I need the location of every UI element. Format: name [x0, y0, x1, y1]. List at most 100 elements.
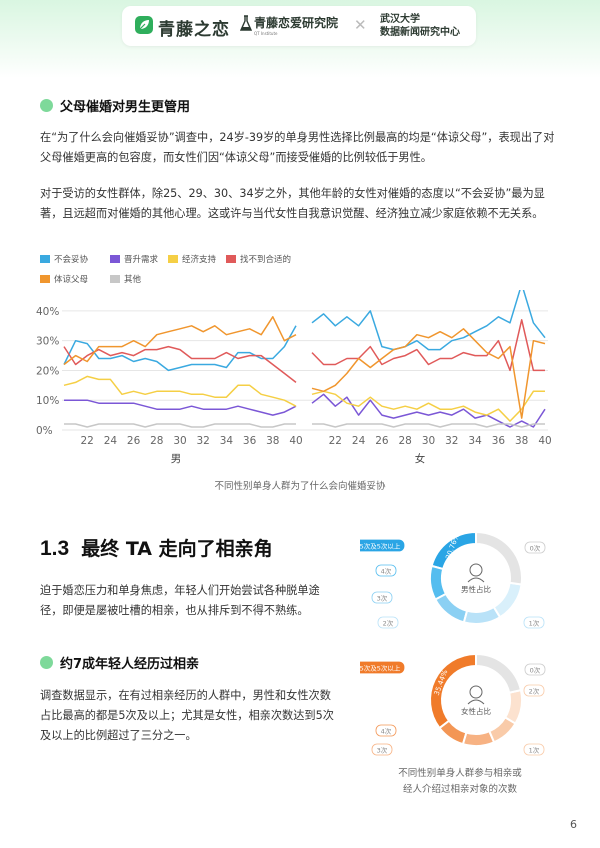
- x-tick-label: 36: [243, 435, 257, 447]
- x-tick-label: 30: [422, 435, 435, 447]
- y-tick-label: 30%: [36, 336, 59, 348]
- donut-slice-label: 1次: [529, 745, 540, 754]
- bullet-dot: [40, 99, 53, 112]
- panel-label: 男: [171, 453, 182, 465]
- donut-caption-line-1: 不同性别单身人群参与相亲或: [398, 768, 522, 779]
- paragraph-1: 在“为了什么会向催婚妥协”调查中，24岁-39岁的单身男性选择比例最高的均是“体…: [40, 131, 555, 164]
- series-line: [64, 423, 296, 428]
- page-number: 6: [570, 818, 577, 831]
- series-line: [63, 345, 297, 383]
- legend-item: 不会妥协: [40, 253, 88, 265]
- paragraph-4: 调查数据显示，在有过相亲经历的人群中，男性和女性次数占比最高的都是5次及以上；尤…: [40, 689, 334, 742]
- legend-item: 晋升需求: [110, 253, 158, 265]
- section-heading: 父母催婚对男生更管用: [40, 96, 190, 115]
- legend-item: 经济支持: [168, 253, 216, 265]
- donut-label-pill: [371, 743, 393, 756]
- donut-label-pill: [377, 616, 399, 629]
- line-chart: 0% 10% 20% 30% 40% 22 24 26 28 30 32 34 36 38 40 男 22 24 2…: [36, 290, 552, 465]
- donut-slice-label: 3次: [377, 745, 388, 754]
- x-tick-label: 24: [352, 435, 366, 447]
- donut-slice-label: 3次: [377, 593, 388, 602]
- y-tick-label: 20%: [36, 365, 59, 377]
- x-tick-label: 40: [289, 435, 302, 447]
- donut-label-pill: [524, 663, 546, 676]
- legend-swatch: [110, 275, 120, 283]
- donut-slice-label: 5次及5次以上: [360, 663, 401, 672]
- x-tick-label: 34: [468, 435, 482, 447]
- x-tick-label: 38: [266, 435, 279, 447]
- donut-slice-label: 2次: [529, 686, 540, 695]
- section-title-text: 最终 TA 走向了相亲角: [81, 538, 273, 560]
- y-tick-label: 40%: [36, 306, 59, 318]
- donut-slice: [438, 719, 468, 746]
- legend-item: 体谅父母: [40, 273, 88, 285]
- legend-label: 经济支持: [182, 255, 217, 265]
- x-tick-label: 40: [538, 435, 551, 447]
- flask-icon: [239, 15, 253, 37]
- chart-legend: 不会妥协 晋升需求 经济支持 找不到合适的体谅父母 其他: [40, 253, 340, 289]
- bullet-dot: [40, 656, 53, 669]
- paragraph-3: 迫于婚恋压力和单身焦虑，年轻人们开始尝试各种脱单途径，即便是屡被吐槽的相亲，也从…: [40, 584, 320, 617]
- legend-swatch: [168, 255, 178, 263]
- donut-label-pill: [523, 684, 545, 697]
- donut-slice: [475, 530, 523, 586]
- donut-slice: [475, 652, 523, 694]
- x-tick-label: 26: [127, 435, 141, 447]
- x-tick-label: 34: [220, 435, 234, 447]
- donut-label-pill: [524, 541, 546, 554]
- logo-bar: 青藤之恋 青藤恋爱研究院 QT Institute ✕ 武汉大学 数据新闻研究中…: [122, 6, 476, 46]
- x-tick-label: 36: [492, 435, 506, 447]
- legend-swatch: [40, 275, 50, 283]
- legend-swatch: [40, 255, 50, 263]
- series-line: [311, 290, 546, 351]
- legend-label: 不会妥协: [54, 255, 89, 265]
- series-line: [63, 316, 297, 366]
- x-tick-label: 24: [104, 435, 118, 447]
- x-tick-label: 32: [197, 435, 210, 447]
- subheading-text: 约7成年轻人经历过相亲: [60, 657, 200, 672]
- series-line: [311, 393, 546, 428]
- donut-slice-label: 1次: [529, 618, 540, 627]
- y-tick-label: 10%: [36, 395, 59, 407]
- legend-label: 找不到合适的: [240, 255, 292, 265]
- donut-caption-line-2: 经人介绍过相亲对象的次数: [402, 784, 517, 795]
- y-tick-label: 0%: [36, 425, 53, 437]
- paragraph-2: 对于受访的女性群体，除25、29、30、34岁之外，其他年龄的女性对催婚的态度以…: [40, 187, 545, 220]
- donut-label-pill: [360, 661, 405, 674]
- donut-label-pill: [360, 539, 405, 552]
- donut-caption: 不同性别单身人群参与相亲或 经人介绍过相亲对象的次数: [360, 766, 560, 798]
- donut-slice-label: 5次及5次以上: [360, 541, 401, 550]
- x-tick-label: 22: [329, 435, 342, 447]
- series-line: [311, 390, 545, 422]
- section-number: 1.3: [40, 537, 70, 560]
- section-heading-text: 父母催婚对男生更管用: [60, 100, 191, 115]
- subheading: 约7成年轻人经历过相亲: [40, 653, 199, 672]
- donut-slice-label: 0次: [530, 543, 541, 552]
- legend-item: 找不到合适的: [226, 253, 291, 265]
- partner-name: 武汉大学 数据新闻研究中心: [380, 13, 460, 39]
- x-tick-label: 28: [399, 435, 412, 447]
- x-tick-label: 30: [173, 435, 186, 447]
- donut-label-pill: [523, 743, 545, 756]
- institute-subtitle: QT Institute: [254, 31, 278, 36]
- legend-swatch: [226, 255, 236, 263]
- legend-item: 其他: [110, 273, 141, 285]
- donut-slice-label: 2次: [383, 618, 394, 627]
- person-icon: [467, 685, 485, 705]
- series-line: [64, 399, 297, 416]
- donut-label-pill: [375, 564, 397, 577]
- x-tick-label: 32: [445, 435, 458, 447]
- donut-label-pill: [375, 724, 397, 737]
- panel-label: 女: [415, 452, 426, 465]
- donut-center-label: 男性占比: [461, 584, 491, 594]
- series-line: [63, 325, 297, 372]
- donut-slice: [434, 592, 469, 624]
- x-tick-label: 26: [375, 435, 389, 447]
- x-tick-label: 28: [150, 435, 163, 447]
- separator-cross: ✕: [354, 16, 367, 34]
- chart-caption: 不同性别单身人群为了什么会向催婚妥协: [214, 481, 386, 492]
- donut-slice: [492, 581, 523, 619]
- section-title: 1.3 最终 TA 走向了相亲角: [40, 534, 273, 561]
- legend-label: 晋升需求: [124, 255, 159, 265]
